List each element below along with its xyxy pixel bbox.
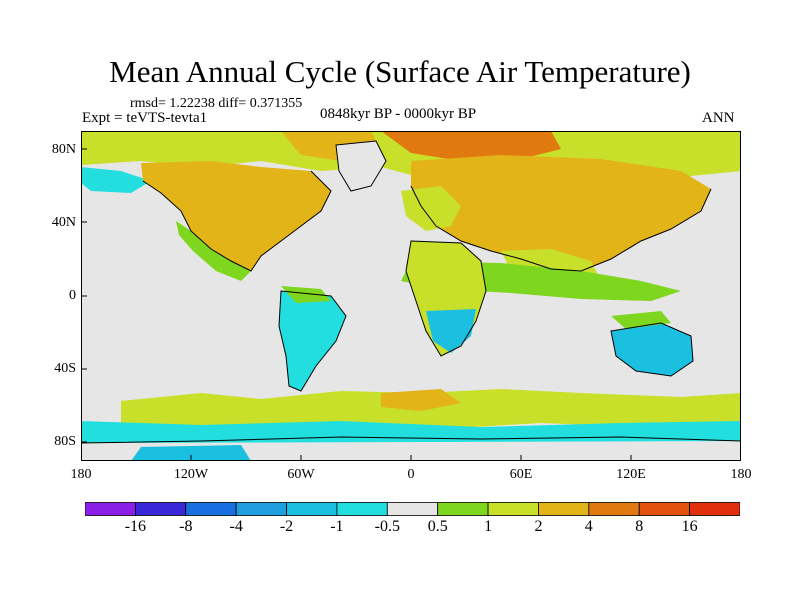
arctic-strong-warm: [381, 131, 561, 161]
coast-north-america: [142, 170, 332, 272]
eurasia-land: [411, 155, 711, 271]
colorbar-tick-label: 0.5: [427, 518, 448, 535]
south-america-land: [279, 291, 346, 391]
europe-warm-2: [401, 186, 461, 231]
north-america-land: [141, 161, 331, 271]
colorbar-tick-label: -8: [179, 518, 193, 535]
colorbar-tick-label: 8: [635, 518, 644, 535]
colorbar-tick-label: -1: [330, 518, 344, 535]
coast-eurasia: [410, 185, 712, 272]
lon-label-180w: 180: [70, 467, 92, 482]
colorbar-tick-label: -16: [124, 518, 147, 535]
lat-label-40n: 40N: [51, 215, 76, 230]
colorbar-box: [286, 502, 338, 516]
australia-land: [611, 323, 693, 376]
colorbar-box: [386, 502, 439, 516]
coast-antarctica: [81, 436, 741, 444]
antarctica-cool-patch: [131, 445, 251, 461]
lon-label-60e: 60E: [509, 467, 533, 482]
colorbar-box: [638, 502, 691, 516]
colorbar-tick-label: -2: [279, 518, 294, 535]
coast-greenland: [335, 140, 387, 192]
colorbar-tick-label: 1: [484, 518, 493, 535]
lon-label-60w: 60W: [287, 467, 315, 482]
colorbar-tick-label: 16: [681, 518, 698, 535]
coast-south-america: [278, 290, 347, 392]
colorbar-tick-label: -0.5: [374, 518, 400, 535]
lon-label-120e: 120E: [616, 467, 646, 482]
colorbar-box: [134, 502, 187, 516]
north-pacific-cool: [81, 167, 151, 193]
colorbar-tick-label: -4: [229, 518, 243, 535]
greenland-land: [336, 141, 386, 191]
colorbar-box: [538, 502, 590, 516]
coast-australia: [610, 322, 694, 377]
lon-label-120w: 120W: [173, 467, 209, 482]
colorbar-box: [336, 502, 388, 516]
colorbar-box: [588, 502, 640, 516]
lat-label-40s: 40S: [54, 361, 76, 376]
south-america-north: [281, 286, 331, 303]
lon-label-180e: 180: [730, 467, 752, 482]
lat-label-0: 0: [69, 288, 76, 303]
period-label: 0848kyr BP - 0000kyr BP: [320, 106, 477, 122]
lon-label-0: 0: [407, 467, 415, 482]
colorbar-box: [185, 502, 237, 516]
chart-title: Mean Annual Cycle (Surface Air Temperatu…: [109, 54, 691, 89]
coast-africa: [405, 240, 487, 357]
temperature-anomaly-map: [81, 131, 741, 461]
colorbar-box: [85, 502, 136, 516]
colorbar-box: [235, 502, 287, 516]
colorbar: [85, 502, 740, 516]
experiment-label: Expt = teVTS-tevta1: [82, 110, 208, 126]
colorbar-box: [437, 502, 489, 516]
lat-label-80s: 80S: [54, 434, 76, 449]
colorbar-tick-label: 2: [534, 518, 543, 535]
stats-text: rmsd= 1.22238 diff= 0.371355: [130, 96, 303, 111]
season-label: ANN: [702, 110, 735, 126]
colorbar-tick-label: 4: [584, 518, 593, 535]
colorbar-box: [487, 502, 539, 516]
australia-west-warm: [611, 311, 671, 329]
lat-label-80n: 80N: [51, 142, 76, 157]
southern-ocean-warm-4: [381, 389, 461, 411]
colorbar-box: [689, 502, 740, 516]
